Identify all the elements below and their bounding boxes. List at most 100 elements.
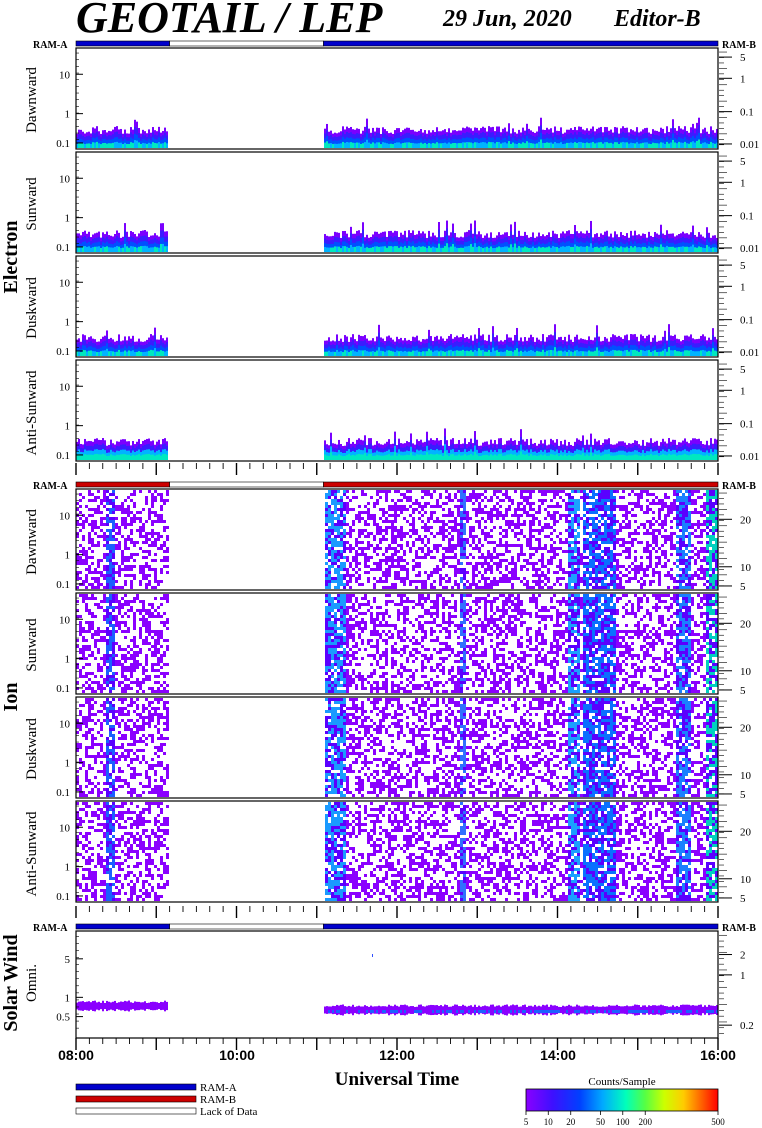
spectrogram-cell (94, 508, 97, 511)
spectrogram-cell (100, 571, 103, 574)
spectrogram-cell (82, 514, 85, 517)
spectrogram-cell (343, 586, 346, 589)
spectrogram-cell (592, 455, 594, 460)
spectrogram-cell (546, 350, 548, 356)
spectrogram-cell (136, 140, 138, 148)
spectrogram-cell (86, 454, 88, 460)
spectrogram-cell (79, 499, 82, 502)
spectrogram-cell (396, 246, 398, 252)
spectrogram-cell (361, 517, 364, 520)
spectrogram-cell (76, 454, 78, 460)
spectrogram-cell (344, 456, 346, 460)
spectrogram-cell (436, 142, 438, 148)
spectrogram-cell (148, 553, 151, 556)
spectrogram-cell (334, 499, 337, 502)
spectrogram-cell (636, 454, 638, 460)
spectrogram-cell (634, 349, 636, 356)
spectrogram-cell (97, 577, 100, 580)
spectrogram-cell (90, 247, 92, 252)
spectrogram-cell (124, 454, 126, 460)
spectrogram-cell (127, 496, 130, 499)
spectrogram-cell (157, 517, 160, 520)
spectrogram-cell (334, 502, 337, 505)
spectrogram-cell (620, 246, 622, 252)
spectrogram-cell (379, 490, 382, 493)
spectrogram-cell (337, 541, 340, 544)
spectrogram-cell (600, 351, 602, 356)
spectrogram-cell (630, 455, 632, 460)
spectrogram-cell (140, 455, 142, 460)
spectrogram-cell (430, 143, 432, 148)
spectrogram-cell (325, 505, 328, 508)
spectrogram-cell (115, 547, 118, 550)
spectrogram-cell (325, 538, 328, 541)
spectrogram-cell (402, 247, 404, 252)
spectrogram-cell (642, 454, 644, 460)
spectrogram-cell (385, 538, 388, 541)
spectrogram-cell (91, 529, 94, 532)
spectrogram-cell (502, 351, 504, 356)
spectrogram-cell (348, 352, 350, 356)
spectrogram-cell (391, 520, 394, 523)
spectrogram-cell (157, 520, 160, 523)
spectrogram-cell (716, 248, 718, 252)
spectrogram-cell (337, 586, 340, 589)
spectrogram-cell (434, 454, 436, 460)
spectrogram-cell (331, 502, 334, 505)
spectrogram-cell (118, 505, 121, 508)
spectrogram-cell (344, 350, 346, 356)
spectrogram-cell (328, 568, 331, 571)
spectrogram-cell (122, 247, 124, 252)
spectrogram-cell (490, 454, 492, 460)
spectrogram-cell (340, 143, 342, 148)
spectrogram-cell (160, 455, 162, 460)
spectrogram-cell (97, 535, 100, 538)
spectrogram-cell (85, 559, 88, 562)
spectrogram-cell (78, 246, 80, 252)
spectrogram-cell (154, 511, 157, 514)
spectrogram-cell (334, 505, 337, 508)
spectrogram-cell (388, 505, 391, 508)
spectrogram-cell (716, 454, 718, 460)
spectrogram-cell (166, 526, 169, 529)
spectrogram-cell (580, 142, 582, 148)
spectrogram-cell (88, 499, 91, 502)
spectrogram-cell (145, 556, 148, 559)
spectrogram-cell (355, 553, 358, 556)
spectrogram-cell (676, 143, 678, 148)
spectrogram-cell (373, 505, 376, 508)
spectrogram-cell (588, 143, 590, 148)
spectrogram-cell (121, 520, 124, 523)
spectrogram-cell (422, 143, 424, 148)
spectrogram-cell (121, 517, 124, 520)
spectrogram-cell (336, 246, 338, 252)
spectrogram-cell (624, 247, 626, 252)
spectrogram-cell (690, 454, 692, 460)
spectrogram-cell (428, 348, 430, 356)
y-tick-label-right: 0.01 (740, 451, 759, 463)
spectrogram-cell (158, 454, 160, 460)
spectrogram-cell (100, 529, 103, 532)
spectrogram-cell (358, 568, 361, 571)
spectrogram-cell (109, 568, 112, 571)
spectrogram-cell (404, 455, 406, 460)
spectrogram-cell (498, 351, 500, 356)
spectrogram-cell (145, 586, 148, 589)
spectrogram-cell (121, 556, 124, 559)
spectrogram-cell (508, 141, 510, 148)
spectrogram-cell (121, 568, 124, 571)
spectrogram-cell (80, 142, 82, 148)
spectrogram-cell (716, 351, 718, 356)
spectrogram-cell (144, 143, 146, 148)
spectrogram-cell (331, 577, 334, 580)
y-tick-label-right: 0.01 (740, 347, 759, 359)
y-tick-label-right: 0.1 (740, 107, 754, 119)
spectrogram-cell (106, 559, 109, 562)
spectrogram-cell (552, 454, 554, 460)
spectrogram-cell (166, 571, 169, 574)
spectrogram-cell (379, 526, 382, 529)
spectrogram-cell (608, 351, 610, 356)
spectrogram-cell (128, 247, 130, 252)
spectrogram-cell (376, 553, 379, 556)
spectrogram-cell (100, 511, 103, 514)
